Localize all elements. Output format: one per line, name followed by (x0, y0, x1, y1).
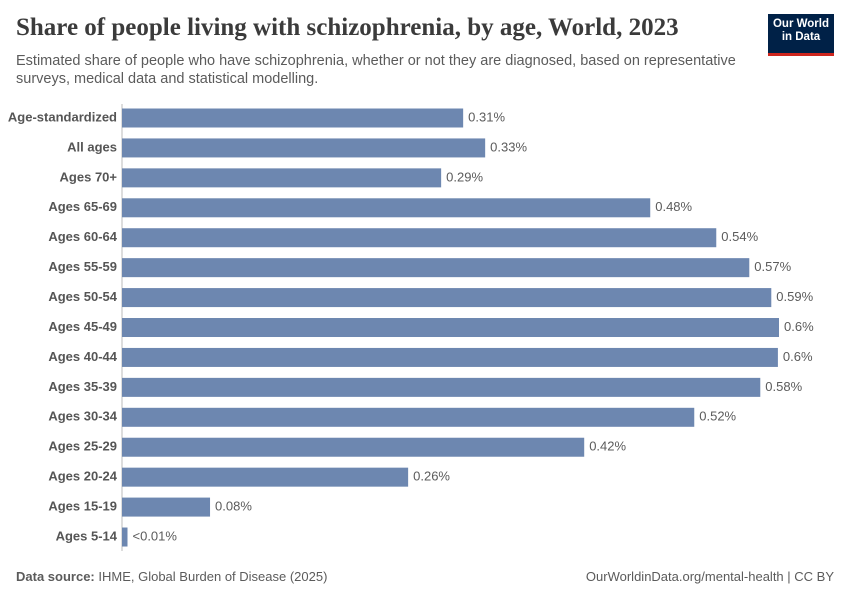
bar (122, 258, 750, 278)
logo-line: Our World (772, 18, 829, 30)
value-label: 0.59% (776, 289, 813, 304)
bar (122, 138, 486, 158)
chart: Age-standardized 0.31% All ages 0.33% Ages 7… (8, 104, 814, 551)
value-label: 0.48% (655, 199, 692, 214)
value-label: 0.33% (490, 139, 527, 154)
category-label: Ages 45-49 (48, 319, 117, 334)
value-label: 0.6% (784, 319, 814, 334)
category-label: Age-standardized (8, 109, 117, 124)
bar (122, 347, 778, 367)
bar (122, 437, 585, 457)
bar (122, 377, 761, 397)
bar (122, 467, 409, 487)
value-label: 0.52% (699, 409, 736, 424)
bar (122, 407, 695, 427)
logo-line: in Data (781, 31, 821, 43)
category-label: Ages 5-14 (56, 528, 118, 543)
subtitle: Estimated share of people who have schiz… (16, 53, 736, 87)
category-label: Ages 40-44 (48, 349, 117, 364)
value-label: 0.54% (721, 229, 758, 244)
category-label: Ages 60-64 (48, 229, 117, 244)
source: IHME, Global Burden of Disease (2025) (98, 569, 328, 584)
source-label: Data source: (16, 569, 95, 584)
value-label: 0.08% (215, 499, 252, 514)
value-label: 0.42% (589, 439, 626, 454)
bar (122, 108, 464, 128)
value-label: <0.01% (133, 528, 178, 543)
category-label: Ages 25-29 (48, 439, 117, 454)
value-label: 0.58% (765, 379, 802, 394)
bar (122, 288, 772, 308)
bar (122, 527, 128, 547)
value-label: 0.6% (783, 349, 813, 364)
category-label: All ages (67, 139, 117, 154)
logo[interactable]: Our World in Data (768, 14, 834, 56)
bar (122, 168, 442, 188)
bar (122, 497, 211, 517)
chart-title: Share of people living with schizophreni… (16, 14, 679, 41)
category-label: Ages 15-19 (48, 499, 117, 514)
category-label: Ages 70+ (60, 169, 118, 184)
category-label: Ages 55-59 (48, 259, 117, 274)
category-label: Ages 30-34 (48, 409, 117, 424)
bar (122, 228, 717, 248)
footer-url[interactable]: OurWorldinData.org/mental-health | CC BY (585, 569, 834, 584)
value-label: 0.29% (446, 169, 483, 184)
category-label: Ages 50-54 (48, 289, 117, 304)
category-label: Ages 20-24 (48, 469, 117, 484)
bar (122, 318, 779, 338)
value-label: 0.31% (468, 109, 505, 124)
footer-source: Data source: IHME, Global Burden of Dise… (16, 569, 327, 584)
category-label: Ages 35-39 (48, 379, 117, 394)
value-label: 0.57% (754, 259, 791, 274)
value-label: 0.26% (413, 469, 450, 484)
category-label: Ages 65-69 (48, 199, 117, 214)
bar (122, 198, 651, 218)
